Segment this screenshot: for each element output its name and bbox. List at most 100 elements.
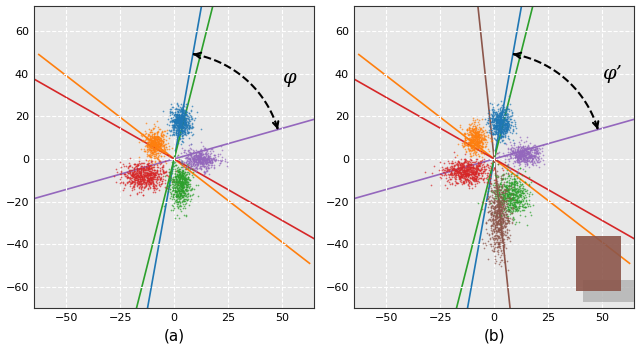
Point bbox=[472, 162, 482, 168]
Point bbox=[173, 172, 184, 178]
Point bbox=[494, 244, 504, 250]
Point bbox=[495, 126, 506, 132]
Point bbox=[495, 212, 505, 218]
Point bbox=[509, 188, 520, 194]
Point bbox=[452, 168, 462, 173]
Point bbox=[173, 187, 184, 192]
Point bbox=[179, 176, 189, 181]
Point bbox=[488, 120, 499, 125]
Point bbox=[479, 168, 489, 173]
Point bbox=[472, 140, 482, 146]
Point bbox=[173, 216, 184, 221]
Point bbox=[474, 144, 484, 150]
Point bbox=[141, 179, 152, 184]
Point bbox=[479, 136, 490, 142]
Point bbox=[193, 149, 204, 155]
Point bbox=[147, 134, 157, 139]
Point bbox=[204, 162, 214, 167]
Point bbox=[199, 170, 209, 175]
Point bbox=[501, 117, 511, 122]
Point bbox=[129, 183, 139, 188]
Point bbox=[170, 196, 180, 202]
Point bbox=[164, 169, 175, 175]
Point bbox=[196, 150, 207, 156]
Point bbox=[175, 119, 186, 125]
Point bbox=[200, 150, 211, 155]
Point bbox=[463, 146, 474, 152]
Point bbox=[180, 172, 190, 178]
Point bbox=[179, 212, 189, 217]
Point bbox=[492, 239, 502, 245]
Point bbox=[174, 178, 184, 183]
Bar bbox=[582, 280, 634, 302]
Point bbox=[172, 136, 182, 142]
Point bbox=[506, 197, 516, 202]
Point bbox=[522, 157, 532, 163]
Point bbox=[158, 138, 168, 143]
Point bbox=[513, 144, 524, 149]
Point bbox=[177, 185, 188, 191]
Point bbox=[474, 126, 484, 132]
Point bbox=[204, 156, 214, 162]
Point bbox=[463, 136, 474, 141]
Point bbox=[511, 189, 521, 195]
Point bbox=[172, 118, 182, 124]
Point bbox=[172, 112, 182, 117]
Point bbox=[173, 121, 183, 126]
Point bbox=[495, 208, 506, 213]
Point bbox=[513, 199, 524, 205]
Point bbox=[512, 148, 522, 154]
Point bbox=[518, 153, 528, 158]
Point bbox=[526, 151, 536, 156]
Point bbox=[508, 195, 518, 201]
Point bbox=[182, 129, 193, 135]
Point bbox=[489, 199, 499, 205]
Point bbox=[452, 169, 463, 174]
Point bbox=[154, 134, 164, 140]
Point bbox=[127, 170, 138, 176]
Point bbox=[183, 162, 193, 168]
Point bbox=[500, 120, 510, 126]
Point bbox=[179, 194, 189, 200]
Point bbox=[515, 153, 525, 159]
Point bbox=[460, 136, 470, 142]
Point bbox=[179, 203, 189, 209]
Point bbox=[469, 165, 479, 171]
Point bbox=[179, 118, 189, 124]
Point bbox=[184, 160, 194, 166]
Point bbox=[444, 174, 454, 180]
Point bbox=[138, 166, 148, 171]
Point bbox=[469, 142, 479, 148]
Point bbox=[511, 153, 521, 158]
Point bbox=[516, 156, 527, 162]
Point bbox=[175, 113, 186, 119]
Point bbox=[127, 180, 138, 186]
Point bbox=[493, 203, 503, 209]
Point bbox=[145, 173, 155, 178]
Point bbox=[495, 230, 505, 235]
Point bbox=[512, 154, 522, 159]
Point bbox=[150, 139, 161, 145]
Point bbox=[194, 150, 204, 156]
Point bbox=[463, 146, 473, 151]
Point bbox=[132, 172, 143, 177]
Point bbox=[490, 240, 500, 245]
Point bbox=[521, 139, 531, 144]
Point bbox=[139, 163, 149, 169]
Point bbox=[472, 163, 482, 169]
Point bbox=[456, 171, 466, 177]
Point bbox=[492, 122, 502, 127]
Point bbox=[475, 147, 485, 153]
Point bbox=[515, 198, 525, 204]
Point bbox=[180, 121, 191, 127]
Point bbox=[499, 107, 509, 112]
Point bbox=[461, 174, 471, 179]
Point bbox=[506, 173, 516, 179]
Point bbox=[148, 139, 159, 145]
Point bbox=[469, 171, 479, 177]
Point bbox=[474, 124, 484, 130]
Point bbox=[161, 133, 171, 139]
Point bbox=[486, 180, 497, 186]
Point bbox=[463, 174, 474, 179]
Point bbox=[518, 149, 528, 155]
